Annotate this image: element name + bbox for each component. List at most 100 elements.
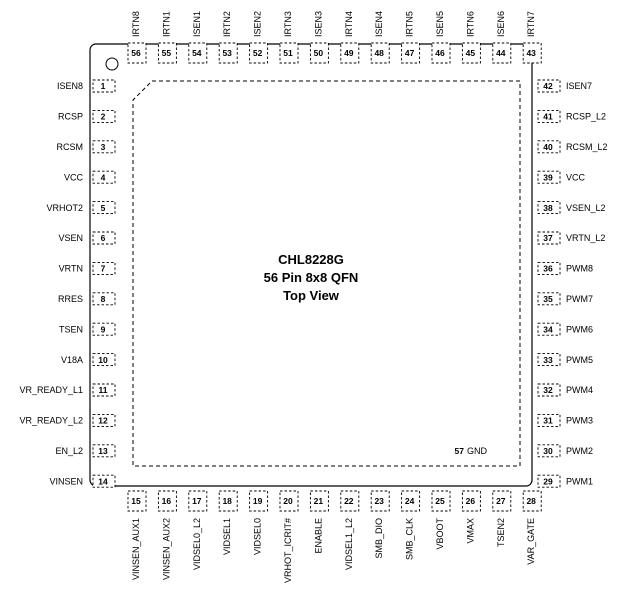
pin-pad	[127, 490, 147, 512]
pin-pad	[127, 42, 147, 64]
pin-pad	[157, 490, 177, 512]
pin-14: 14 VINSEN	[49, 474, 116, 488]
pin-number: 29	[543, 476, 553, 486]
pin-name: IRTN1	[161, 11, 171, 37]
pin-pad	[157, 42, 177, 64]
pin-name: IRTN3	[283, 11, 293, 37]
top-pin-row: 43 IRTN7 44 ISEN6 45 IRTN6 46 ISEN5 47 IRTN5 48 ISE…	[127, 11, 542, 64]
pin-name: VCC	[566, 172, 586, 182]
pin-name: VIDSEL0	[253, 518, 263, 555]
pin-pad	[92, 109, 116, 123]
pin-16: 16 VINSEN_AUX2	[157, 490, 177, 580]
pin-pad	[492, 490, 512, 512]
pin-33: 33 PWM5	[537, 353, 593, 367]
pin-number: 49	[344, 48, 354, 58]
pin-name: PWM4	[566, 385, 593, 395]
pin-number: 25	[435, 496, 445, 506]
pin-pad	[537, 292, 561, 306]
pin-pad	[370, 42, 390, 64]
pin-pad	[401, 490, 421, 512]
pin-40: 40 RCSM_L2	[537, 140, 608, 154]
pin-name: RRES	[58, 294, 83, 304]
pin-47: 47 IRTN5	[401, 11, 421, 64]
pin-number: 24	[405, 496, 415, 506]
pin-name: VIDSEL1	[222, 518, 232, 555]
pin-pad	[92, 383, 116, 397]
pin-name: SMB_DIO	[374, 518, 384, 559]
pin-name: V18A	[61, 355, 83, 365]
pin-number: 17	[192, 496, 202, 506]
pin-name: PWM8	[566, 264, 593, 274]
pin-30: 30 PWM2	[537, 444, 593, 458]
pin-34: 34 PWM6	[537, 322, 593, 336]
right-pin-row: 29 PWM1 30 PWM2 31 PWM3 32 PWM4 33 PWM5 34 PWM6 35 PW…	[537, 79, 608, 488]
pin-13: 13 EN_L2	[55, 444, 116, 458]
pin-number: 45	[466, 48, 476, 58]
pin-pad	[401, 42, 421, 64]
pin-number: 51	[283, 48, 293, 58]
pin-number: 55	[162, 48, 172, 58]
pin-pad	[537, 79, 561, 93]
pin-name: VR_READY_L2	[19, 416, 83, 426]
pin-name: PWM1	[566, 476, 593, 486]
chip-part-number: CHL8228G	[278, 252, 344, 267]
pin-name: ENABLE	[313, 518, 323, 554]
pin-pad	[92, 170, 116, 184]
pin-number: 50	[314, 48, 324, 58]
pin-name: PWM2	[566, 446, 593, 456]
pin-pad	[537, 474, 561, 488]
pin-pad	[537, 140, 561, 154]
pin-11: 11 VR_READY_L1	[19, 383, 116, 397]
pin-name: VSEN	[58, 233, 83, 243]
pin-name: ISEN3	[313, 11, 323, 37]
chip-view: Top View	[283, 288, 340, 303]
pin-number: 22	[344, 496, 354, 506]
pin-name: VINSEN_AUX2	[161, 518, 171, 580]
pin-29: 29 PWM1	[537, 474, 593, 488]
pin-name: RCSM_L2	[566, 142, 608, 152]
pin-pad	[537, 109, 561, 123]
pin-number: 13	[98, 446, 108, 456]
pin-26: 26 VMAX	[461, 490, 481, 544]
exposed-pad-outline	[132, 80, 521, 467]
gnd-pad-label: GND	[467, 446, 488, 456]
pin-name: VBOOT	[435, 518, 445, 550]
pin-name: VSEN_L2	[566, 203, 606, 213]
pin-42: 42 ISEN7	[537, 79, 592, 93]
pin-number: 32	[543, 385, 553, 395]
pin-name: RCSP	[58, 112, 83, 122]
pin-pad	[537, 322, 561, 336]
pin-27: 27 TSEN2	[492, 490, 512, 547]
pin-pad	[537, 170, 561, 184]
pin-number: 7	[101, 264, 106, 274]
pin-pad	[188, 490, 208, 512]
pin-pad	[370, 490, 390, 512]
pin-55: 55 IRTN1	[157, 11, 177, 64]
pin-49: 49 IRTN4	[340, 11, 360, 64]
pin-pad	[522, 490, 542, 512]
pin-46: 46 ISEN5	[431, 11, 451, 64]
pin-4: 4 VCC	[64, 170, 116, 184]
pin-22: 22 VIDSEL1_L2	[340, 490, 360, 570]
pin-32: 32 PWM4	[537, 383, 593, 397]
pin-48: 48 ISEN4	[370, 11, 390, 64]
pin-pad	[92, 292, 116, 306]
pin-number: 8	[101, 294, 106, 304]
pin-pad	[431, 490, 451, 512]
pin-2: 2 RCSP	[58, 109, 116, 123]
pin-51: 51 IRTN3	[279, 11, 299, 64]
pin-name: RCSP_L2	[566, 112, 606, 122]
pin-number: 53	[222, 48, 232, 58]
pin-54: 54 ISEN1	[188, 11, 208, 64]
pin-number: 23	[374, 496, 384, 506]
pin-name: IRTN7	[526, 11, 536, 37]
pin-number: 34	[543, 324, 553, 334]
pin-name: TSEN2	[496, 518, 506, 547]
left-pin-row: 1 ISEN8 2 RCSP 3 RCSM 4 VCC 5 VRHOT2 6 VSEN 7 VRTN 8 RR…	[19, 79, 116, 488]
pin-number: 27	[496, 496, 506, 506]
pin-number: 38	[543, 203, 553, 213]
pin-pad	[461, 42, 481, 64]
pin-name: VINSEN_AUX1	[131, 518, 141, 580]
pin-19: 19 VIDSEL0	[249, 490, 269, 555]
pin-number: 21	[314, 496, 324, 506]
